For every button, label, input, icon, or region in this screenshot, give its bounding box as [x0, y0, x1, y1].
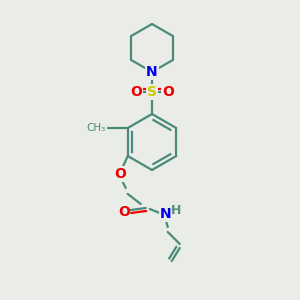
Text: H: H — [171, 203, 181, 217]
Text: O: O — [130, 85, 142, 99]
Text: S: S — [147, 85, 157, 99]
Text: N: N — [160, 207, 172, 221]
Text: O: O — [118, 205, 130, 219]
Text: CH₃: CH₃ — [86, 123, 106, 133]
Text: N: N — [146, 65, 158, 79]
Text: O: O — [162, 85, 174, 99]
Text: O: O — [114, 167, 126, 181]
